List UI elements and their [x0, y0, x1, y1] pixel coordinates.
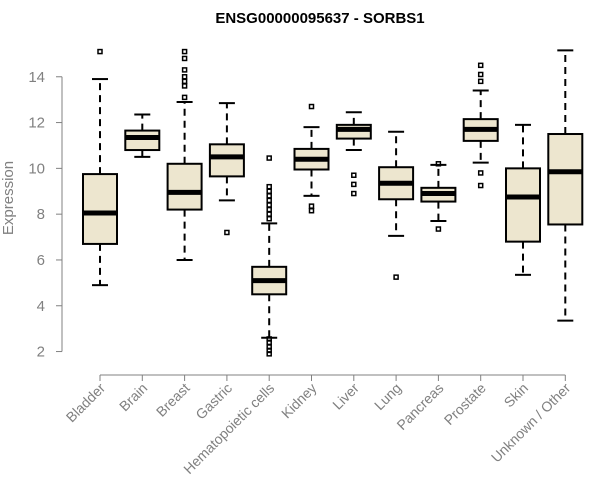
outlier-point	[266, 336, 272, 342]
box-body	[124, 129, 161, 152]
outlier-point	[266, 344, 272, 350]
box-liver	[335, 111, 372, 197]
y-tick-label: 8	[37, 206, 45, 223]
outlier-point	[351, 190, 357, 197]
x-tick-label: Kidney	[278, 380, 320, 422]
outlier-point	[308, 203, 315, 209]
outlier-point	[477, 182, 484, 189]
box-pancreas	[420, 161, 457, 232]
box-body	[166, 162, 203, 211]
box-unknown-other	[547, 49, 584, 322]
y-tick-label: 12	[28, 115, 45, 132]
outlier-point	[393, 274, 399, 280]
x-tick-label: Unknown / Other	[488, 380, 574, 466]
outlier-point	[266, 202, 272, 208]
outlier-point	[266, 211, 272, 217]
chart-title: ENSG00000095637 - SORBS1	[215, 10, 424, 27]
x-tick-label: Skin	[501, 380, 532, 411]
y-tick-label: 2	[37, 344, 45, 361]
box-body	[505, 167, 541, 243]
x-tick-label: Lung	[371, 380, 404, 413]
x-tick-label: Pancreas	[393, 380, 446, 433]
outlier-point	[308, 103, 315, 110]
box-brain	[124, 113, 161, 158]
y-tick-label: 4	[37, 298, 45, 315]
outlier-point	[308, 207, 315, 214]
outlier-point	[266, 215, 272, 222]
box-body	[208, 143, 245, 178]
outlier-point	[181, 78, 188, 85]
outlier-point	[266, 197, 272, 204]
box-body	[82, 173, 118, 245]
outlier-point	[97, 48, 103, 55]
box-kidney	[293, 103, 330, 214]
outlier-point	[435, 226, 442, 232]
outlier-point	[266, 188, 272, 195]
y-axis-label: Expression	[0, 161, 17, 235]
outlier-point	[435, 161, 442, 167]
outlier-point	[181, 94, 188, 101]
x-tick-label: Prostate	[441, 380, 489, 428]
outlier-point	[477, 62, 484, 69]
y-tick-label: 6	[37, 252, 45, 269]
outlier-point	[477, 78, 484, 85]
box-hematopoietic-cells	[251, 155, 288, 357]
outlier-point	[477, 170, 484, 176]
y-axis: 2 4 6 8 10 12 14	[28, 69, 63, 361]
y-tick-label: 14	[28, 69, 45, 86]
box-skin	[505, 123, 541, 276]
x-tick-label: Brain	[116, 380, 150, 414]
outlier-point	[477, 71, 484, 78]
outlier-point	[266, 193, 272, 199]
outlier-point	[266, 155, 272, 161]
outlier-point	[351, 181, 357, 188]
x-tick-label: Bladder	[63, 380, 109, 426]
box-prostate	[462, 62, 499, 189]
y-tick-label: 10	[28, 160, 45, 177]
outlier-point	[181, 67, 188, 73]
x-tick-label: Liver	[329, 380, 362, 413]
outlier-point	[351, 172, 357, 178]
box-gastric	[208, 102, 245, 236]
box-breast	[166, 48, 203, 261]
box-lung	[378, 130, 415, 280]
outlier-point	[181, 48, 188, 55]
outlier-point	[181, 55, 188, 62]
outlier-point	[266, 206, 272, 213]
box-bladder	[82, 48, 118, 287]
outlier-point	[266, 183, 272, 190]
outlier-point	[181, 83, 188, 89]
outlier-point	[181, 74, 188, 80]
x-tick-label: Breast	[153, 380, 193, 420]
outlier-point	[224, 229, 230, 236]
boxplot-series	[82, 48, 584, 357]
box-body	[547, 133, 584, 226]
